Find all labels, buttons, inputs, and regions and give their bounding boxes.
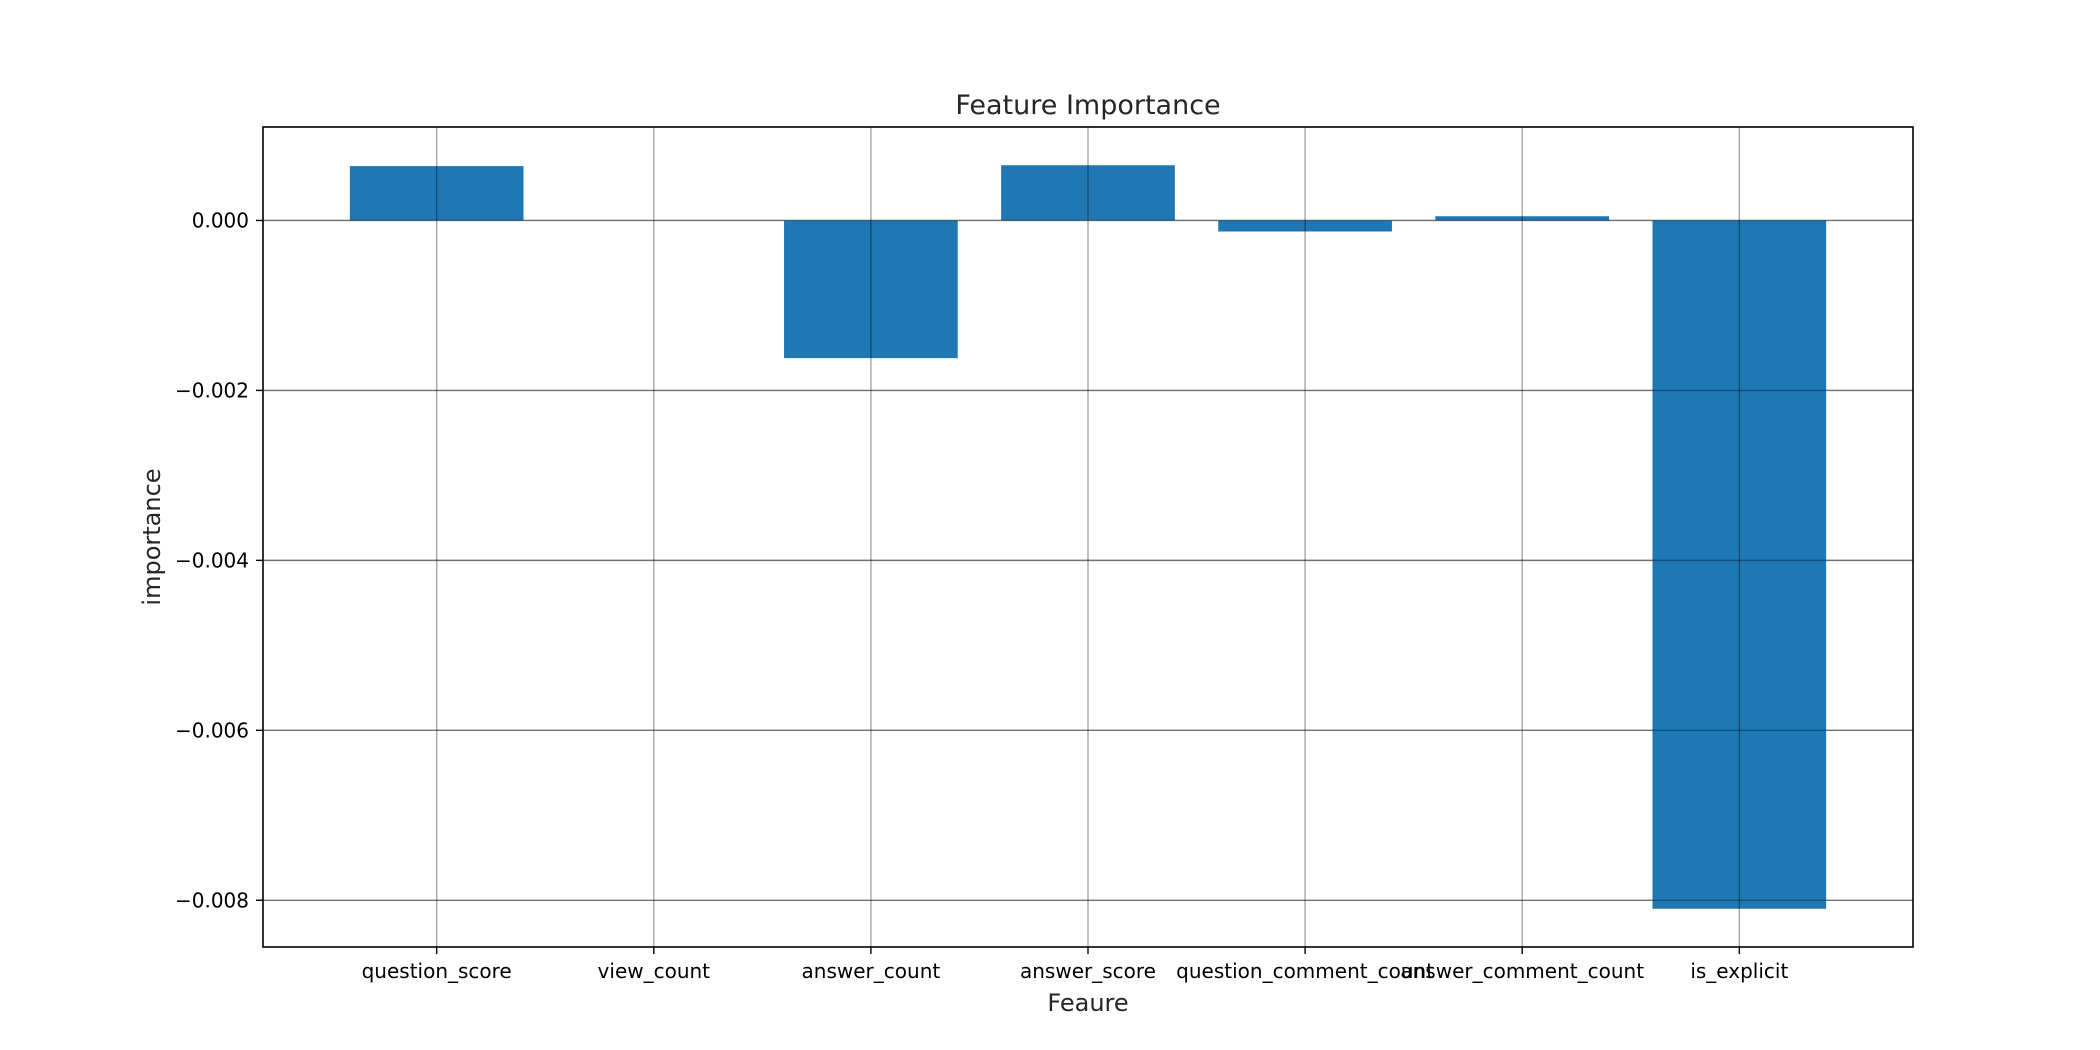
x-tick-label: answer_score: [1020, 959, 1156, 983]
plot-area-background: [263, 127, 1913, 947]
bar-answer-count: [784, 220, 958, 359]
bar-answer-comment-count: [1435, 216, 1610, 221]
bar-is-explicit: [1652, 220, 1827, 909]
y-tick-label: −0.002: [175, 378, 249, 402]
y-tick-label: −0.008: [175, 888, 249, 912]
x-tick-label: question_comment_count: [1176, 959, 1434, 983]
x-tick-label: is_explicit: [1690, 959, 1788, 983]
vertical-grid-lines: [263, 127, 1913, 947]
y-tick-label: 0.000: [192, 208, 249, 232]
y-tick-label: −0.006: [175, 718, 249, 742]
bars: [349, 165, 1827, 909]
y-axis-label: importance: [138, 468, 166, 605]
x-tick-label: view_count: [598, 959, 711, 983]
x-axis-ticks: question_score view_count answer_count answ…: [362, 947, 1788, 983]
bar-question-score: [349, 166, 524, 221]
bar-answer-score: [1001, 165, 1175, 221]
x-tick-label: question_score: [362, 959, 512, 983]
chart-title: Feature Importance: [955, 90, 1220, 121]
x-tick-label: answer_count: [802, 959, 941, 983]
y-axis-ticks: 0.000 −0.002 −0.004 −0.006 −0.008: [175, 208, 263, 912]
bar-question-comment-count: [1218, 220, 1392, 232]
y-tick-label: −0.004: [175, 548, 249, 572]
x-tick-label: answer_comment_count: [1400, 959, 1644, 983]
x-axis-label: Feaure: [1047, 989, 1128, 1017]
